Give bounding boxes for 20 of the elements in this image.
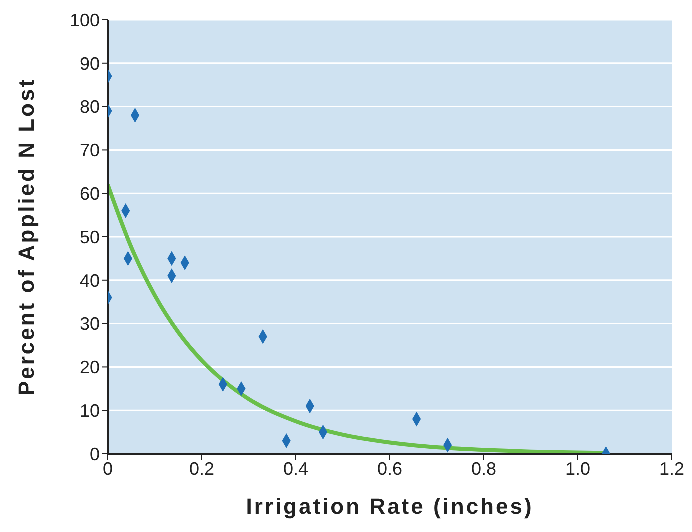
- x-tick-label: 0: [102, 458, 114, 479]
- y-tick-label: 30: [80, 314, 100, 334]
- y-tick-label: 0: [90, 444, 100, 464]
- y-tick-label: 40: [80, 270, 100, 291]
- y-tick-label: 20: [80, 358, 100, 378]
- y-tick-label: 50: [80, 227, 100, 248]
- x-tick-label: 0.8: [471, 458, 497, 479]
- y-tick-label: 90: [80, 54, 100, 74]
- y-tick-label: 70: [80, 140, 100, 161]
- y-tick-label: 10: [80, 400, 100, 421]
- x-tick-label: 1.0: [565, 458, 591, 479]
- x-tick-label: 1.2: [659, 458, 685, 479]
- y-tick-label: 100: [70, 10, 100, 30]
- x-tick-label: 0.6: [377, 458, 403, 479]
- x-tick-label: 0.2: [189, 458, 215, 479]
- y-axis-title: Percent of Applied N Lost: [14, 78, 39, 396]
- y-tick-label: 60: [80, 184, 100, 204]
- y-tick-label: 80: [80, 97, 100, 118]
- x-tick-label: 0.4: [283, 458, 309, 479]
- x-axis-title: Irrigation Rate (inches): [246, 494, 534, 519]
